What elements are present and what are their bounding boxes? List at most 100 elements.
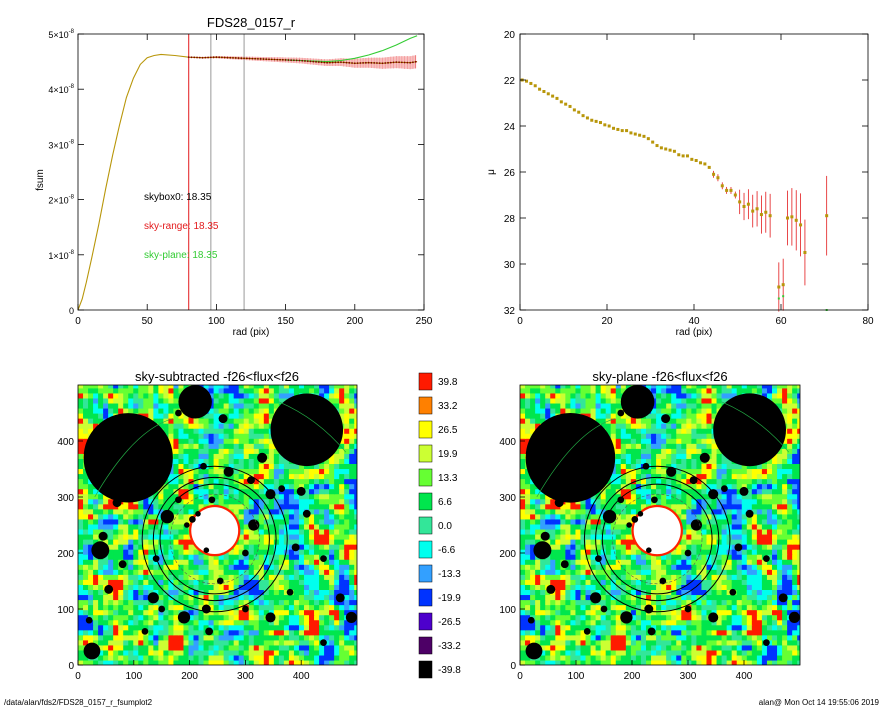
y-tick-label: 32 — [504, 306, 516, 317]
image-pixel — [168, 629, 175, 636]
mu-point — [738, 200, 742, 204]
image-pixel — [108, 503, 114, 510]
image-pixel — [686, 614, 692, 621]
image-pixel — [782, 634, 788, 641]
image-pixel — [334, 385, 340, 389]
image-pixel — [666, 624, 672, 631]
image-pixel — [721, 649, 728, 656]
image-pixel — [263, 463, 270, 470]
image-pixel — [243, 433, 250, 439]
image-pixel — [640, 654, 647, 661]
image-pixel — [278, 518, 285, 525]
mu-point — [681, 154, 685, 158]
image-pixel — [158, 659, 164, 665]
image-pixel — [309, 614, 315, 621]
image-pixel — [78, 528, 84, 535]
image-pixel — [293, 513, 300, 520]
image-pixel — [248, 649, 255, 656]
image-pixel — [88, 564, 94, 570]
image-pixel — [610, 644, 617, 651]
image-pixel — [540, 604, 546, 611]
mu-point — [677, 153, 681, 157]
image-pixel — [590, 639, 597, 646]
image-pixel — [133, 584, 139, 590]
image-pixel — [183, 433, 190, 439]
image-pixel — [525, 614, 531, 621]
image-pixel — [309, 463, 315, 470]
image-pixel — [158, 624, 164, 631]
image-pixel — [108, 644, 114, 651]
image-pixel — [263, 533, 270, 540]
image-pixel — [555, 624, 561, 631]
image-pixel — [283, 518, 290, 525]
image-pixel — [298, 463, 305, 470]
image-pixel — [756, 634, 763, 641]
image-pixel — [98, 599, 104, 606]
image-pixel — [208, 579, 215, 585]
image-pixel — [248, 513, 255, 520]
image-pixel — [354, 503, 357, 510]
image-pixel — [520, 609, 526, 616]
image-pixel — [103, 569, 109, 575]
image-pixel — [777, 654, 783, 661]
image-pixel — [238, 629, 245, 636]
image-pixel — [133, 518, 139, 525]
image-pixel — [78, 559, 84, 565]
image-pixel — [706, 539, 713, 545]
image-pixel — [198, 488, 205, 495]
image-pixel — [163, 589, 169, 596]
image-pixel — [344, 418, 350, 424]
image-pixel — [188, 544, 195, 550]
image-pixel — [314, 564, 320, 570]
image-pixel — [158, 508, 164, 515]
image-pixel — [777, 614, 783, 621]
image-pixel — [334, 478, 340, 485]
image-pixel — [766, 594, 773, 601]
image-pixel — [782, 564, 788, 570]
image-pixel — [309, 523, 315, 530]
image-pixel — [334, 639, 340, 646]
image-pixel — [88, 428, 94, 434]
image-pixel — [178, 488, 185, 495]
image-pixel — [349, 533, 355, 540]
image-pixel — [273, 488, 280, 495]
image-pixel — [253, 649, 260, 656]
image-pixel — [88, 574, 94, 580]
image-pixel — [228, 579, 235, 585]
image-pixel — [193, 443, 200, 449]
image-pixel — [268, 463, 275, 470]
image-pixel — [228, 554, 235, 560]
fsum-point — [317, 61, 320, 63]
image-pixel — [319, 594, 325, 601]
image-pixel — [651, 559, 657, 565]
image-pixel — [671, 604, 677, 611]
image-pixel — [590, 614, 597, 621]
image-pixel — [701, 639, 708, 646]
image-pixel — [113, 392, 119, 399]
image-pixel — [319, 493, 325, 500]
image-pixel — [630, 539, 637, 545]
image-pixel — [741, 659, 748, 665]
image-pixel — [153, 397, 159, 404]
image-pixel — [213, 564, 220, 570]
image-pixel — [258, 549, 265, 555]
image-pixel — [248, 428, 255, 434]
image-pixel — [123, 634, 129, 641]
image-pixel — [163, 629, 169, 636]
image-pixel — [283, 644, 290, 651]
image-pixel — [666, 654, 672, 661]
image-pixel — [716, 589, 723, 596]
image-pixel — [314, 498, 320, 505]
image-pixel — [173, 644, 180, 651]
image-pixel — [651, 569, 657, 575]
image-pixel — [540, 569, 546, 575]
image-pixel — [113, 513, 119, 520]
fsum-point — [190, 56, 193, 59]
image-pixel — [278, 458, 285, 464]
image-pixel — [319, 533, 325, 540]
image-pixel — [193, 488, 200, 495]
image-pixel — [766, 614, 773, 621]
image-pixel — [183, 385, 190, 389]
image-pixel — [298, 589, 305, 596]
image-pixel — [123, 385, 129, 389]
